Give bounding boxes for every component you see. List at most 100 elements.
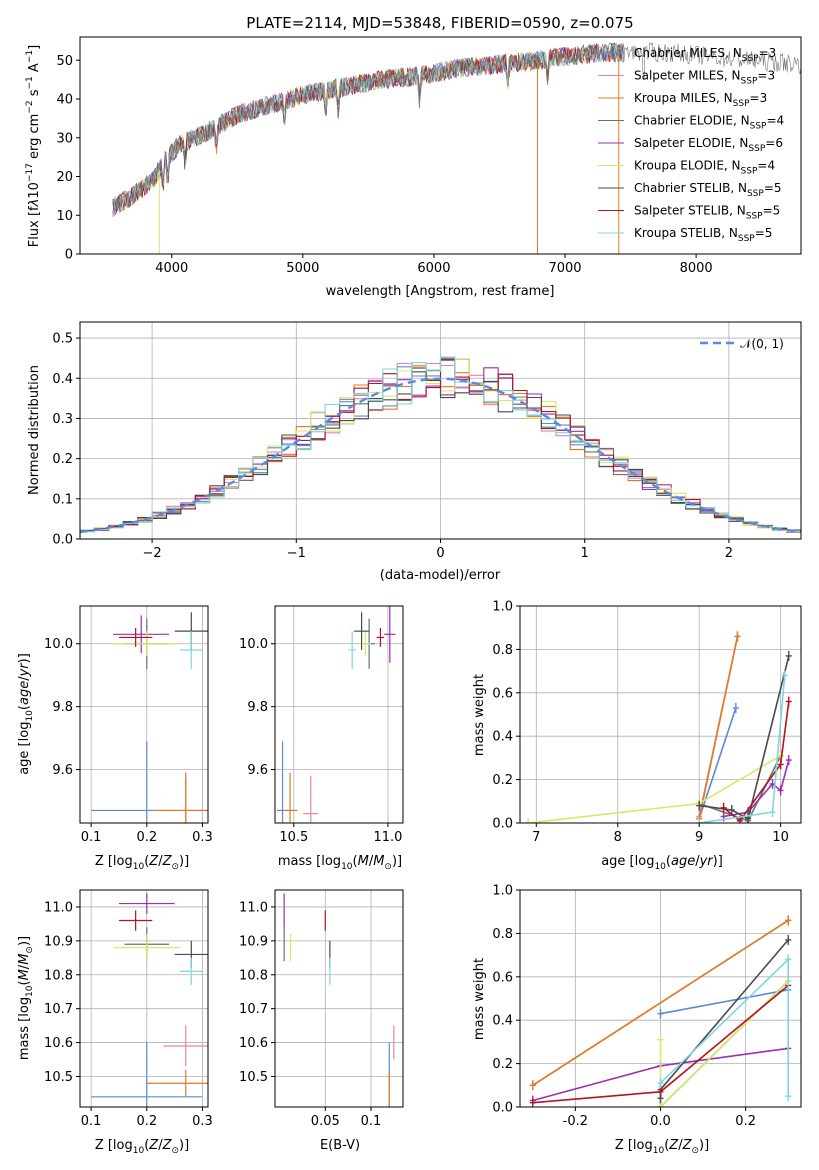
age-z-xlabel: Z [log10(Z/Z⊙)] bbox=[95, 854, 189, 872]
x-tick-label: −1 bbox=[287, 546, 306, 561]
plot-area bbox=[91, 612, 208, 823]
axes-frame bbox=[274, 889, 404, 1108]
mass-z-ylabel: mass [log10(M/M⊙)] bbox=[17, 936, 35, 1060]
plot-area bbox=[276, 606, 396, 823]
y-tick-label: 0.4 bbox=[492, 1014, 513, 1029]
age-mass-panel: 10.5 11.0 9.6 9.8 10.0 bbox=[239, 605, 404, 845]
x-tick-label: 7 bbox=[532, 830, 540, 845]
x-tick-label: 0.3 bbox=[192, 1114, 213, 1129]
y-tick-label: 0.0 bbox=[492, 1101, 513, 1116]
y-tick-label: 10.0 bbox=[239, 637, 268, 652]
x-tick-label: 0.05 bbox=[311, 1114, 340, 1129]
y-tick-label: 9.8 bbox=[247, 700, 268, 715]
x-tick-label: 0.3 bbox=[192, 830, 213, 845]
data-spectrum bbox=[112, 41, 801, 211]
plot-area bbox=[525, 631, 792, 823]
x-tick-label: 8000 bbox=[680, 261, 713, 276]
residual-panel: −2 −1 0 1 2 0.0 0.1 0.2 0.3 0.4 0.5 𝒩(0, 1) bbox=[52, 321, 802, 561]
mass-z-panel: 0.1 0.2 0.3 10.5 10.6 10.7 10.8 10.9 11.0 bbox=[44, 889, 213, 1129]
weight-series-line bbox=[532, 919, 789, 1086]
spectrum-ylabel: Flux [fλ10−17 erg cm−2 s−1 A−1] bbox=[25, 45, 42, 247]
spectrum-title: PLATE=2114, MJD=53848, FIBERID=0590, z=0… bbox=[246, 14, 633, 32]
axes-frame bbox=[79, 889, 209, 1108]
weight-series-line bbox=[698, 636, 739, 819]
weight-series-line bbox=[723, 701, 790, 822]
spectrum-series bbox=[112, 42, 624, 214]
spectrum-xlabel: wavelength [Angstrom, rest frame] bbox=[326, 284, 555, 299]
y-tick-label: 10 bbox=[56, 209, 73, 224]
residual-xlabel: (data-model)/error bbox=[380, 568, 501, 583]
x-tick-label: 0.0 bbox=[650, 1114, 671, 1129]
x-tick-label: 0.2 bbox=[136, 830, 157, 845]
plot-area bbox=[529, 915, 792, 1107]
axes-frame bbox=[79, 605, 209, 824]
y-tick-label: 0.6 bbox=[492, 970, 513, 985]
weight-z-xlabel: Z [log10(Z/Z⊙)] bbox=[615, 1138, 709, 1156]
legend-count: =5 bbox=[764, 181, 782, 195]
weight-z-ylabel: mass weight bbox=[472, 958, 487, 1040]
x-tick-label: 4000 bbox=[155, 261, 188, 276]
y-tick-label: 0.8 bbox=[492, 927, 513, 942]
mass-ebv-xlabel: E(B-V) bbox=[320, 1138, 360, 1153]
weight-series-line bbox=[659, 980, 789, 1107]
y-tick-label: 9.8 bbox=[52, 700, 73, 715]
legend-subscript: SSP bbox=[742, 54, 759, 64]
weight-series-line bbox=[698, 707, 737, 819]
y-tick-label: 10.7 bbox=[239, 1002, 268, 1017]
y-tick-label: 10.6 bbox=[239, 1036, 268, 1051]
y-tick-label: 0.6 bbox=[492, 686, 513, 701]
x-tick-label: 10 bbox=[772, 830, 789, 845]
legend-count: =6 bbox=[765, 136, 783, 150]
y-tick-label: 10.9 bbox=[44, 934, 73, 949]
x-tick-label: 2 bbox=[725, 546, 733, 561]
y-tick-label: 1.0 bbox=[492, 600, 513, 615]
plot-area bbox=[91, 893, 208, 1107]
weight-age-xlabel: age [log10(age/yr)] bbox=[601, 854, 723, 872]
legend-entry: Chabrier MILES, NSSP=3 bbox=[634, 46, 776, 64]
x-tick-label: 0.1 bbox=[361, 1114, 382, 1129]
y-tick-label: 0.2 bbox=[492, 773, 513, 788]
axes-frame bbox=[519, 605, 802, 824]
x-tick-label: 9 bbox=[695, 830, 703, 845]
y-tick-label: 0.0 bbox=[52, 533, 73, 548]
axes-frame bbox=[274, 605, 404, 824]
y-tick-label: 10.8 bbox=[239, 968, 268, 983]
y-tick-label: 10.6 bbox=[44, 1036, 73, 1051]
x-tick-label: 6000 bbox=[417, 261, 450, 276]
legend-subscript: SSP bbox=[747, 189, 764, 199]
weight-series-line bbox=[659, 939, 789, 1099]
plot-area bbox=[112, 41, 801, 254]
legend-subscript: SSP bbox=[741, 77, 758, 87]
legend-count: =4 bbox=[766, 114, 784, 128]
mass-ebv-panel: 0.05 0.1 10.5 10.6 10.7 10.8 10.9 11.0 bbox=[239, 889, 404, 1129]
x-tick-label: 8 bbox=[614, 830, 622, 845]
legend-count: =5 bbox=[763, 204, 781, 218]
y-tick-label: 11.0 bbox=[239, 900, 268, 915]
y-tick-label: 30 bbox=[56, 131, 73, 146]
y-tick-label: 0.5 bbox=[52, 332, 73, 347]
y-tick-label: 0.2 bbox=[492, 1057, 513, 1072]
y-tick-label: 0 bbox=[65, 248, 73, 263]
x-tick-label: −2 bbox=[143, 546, 162, 561]
y-tick-label: 20 bbox=[56, 170, 73, 185]
weight-series-line bbox=[660, 989, 789, 1015]
x-tick-label: 1 bbox=[581, 546, 589, 561]
legend-entry: Salpeter MILES, NSSP=3 bbox=[634, 69, 775, 87]
legend-entry: Salpeter ELODIE, NSSP=6 bbox=[634, 136, 783, 154]
y-tick-label: 9.6 bbox=[52, 763, 73, 778]
weight-series-line bbox=[699, 655, 790, 820]
age-z-ylabel: age [log10(age/yr)] bbox=[17, 653, 35, 775]
legend-entry: Chabrier STELIB, NSSP=5 bbox=[634, 181, 782, 199]
legend-entry: Kroupa STELIB, NSSP=5 bbox=[634, 226, 772, 244]
x-tick-label: 7000 bbox=[548, 261, 581, 276]
x-tick-label: 0.1 bbox=[81, 830, 102, 845]
plot-area bbox=[80, 356, 801, 534]
y-tick-label: 10.8 bbox=[44, 968, 73, 983]
y-tick-label: 0.4 bbox=[492, 730, 513, 745]
y-tick-label: 10.5 bbox=[44, 1070, 73, 1085]
y-tick-label: 0.4 bbox=[52, 372, 73, 387]
y-tick-label: 0.3 bbox=[52, 412, 73, 427]
legend-subscript: SSP bbox=[733, 99, 750, 109]
y-tick-label: 10.7 bbox=[44, 1002, 73, 1017]
